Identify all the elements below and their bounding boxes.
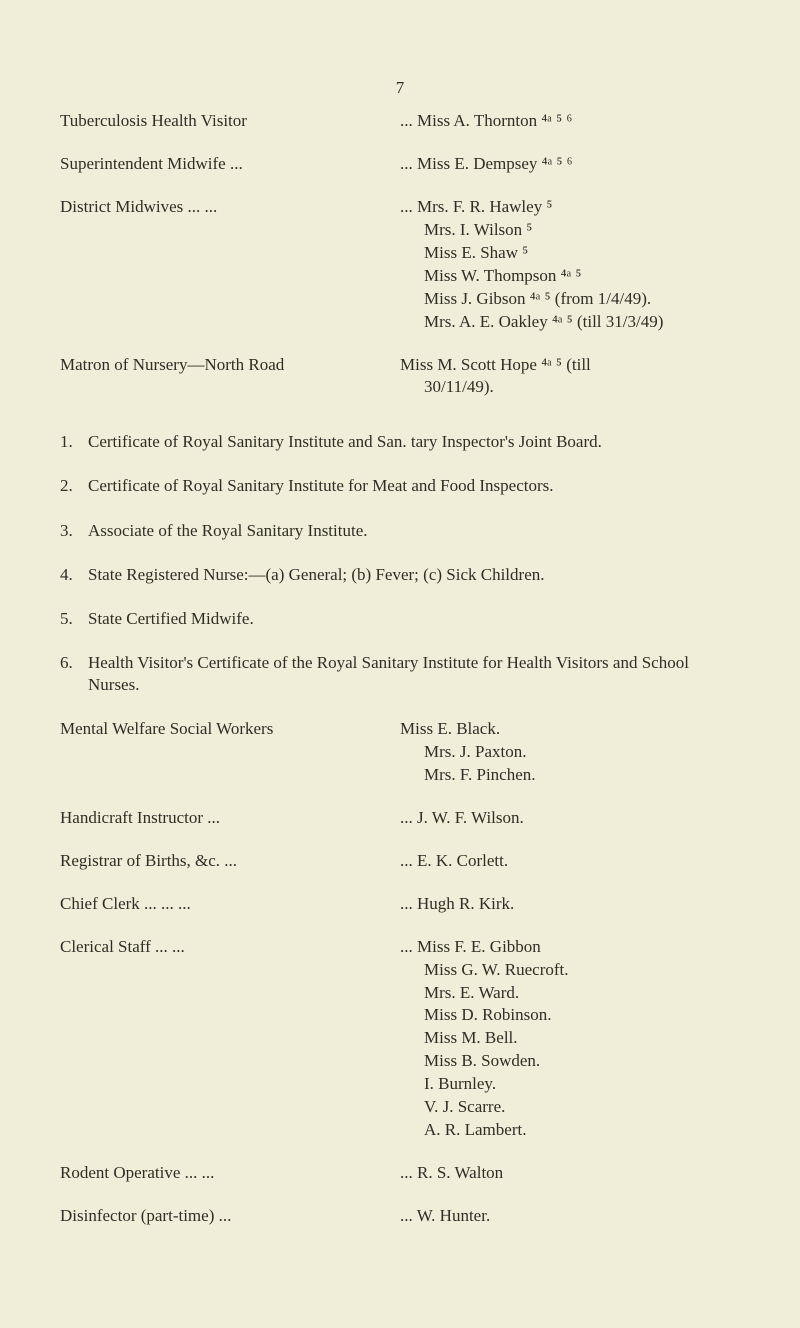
list-item-number: 6. [60,652,88,696]
value-line: Mrs. E. Ward. [424,982,740,1005]
value-line: ... Hugh R. Kirk. [400,893,740,916]
list-item-number: 4. [60,564,88,586]
list-item-text: State Certified Midwife. [88,608,740,630]
entry-row: Tuberculosis Health Visitor... Miss A. T… [60,110,740,133]
value-line: Mrs. J. Paxton. [424,741,740,764]
list-item-text: Associate of the Royal Sanitary Institut… [88,520,740,542]
value-line: Miss G. W. Ruecroft. [424,959,740,982]
entry-value: Miss E. Black.Mrs. J. Paxton.Mrs. F. Pin… [400,718,740,787]
entry-value: ... Hugh R. Kirk. [400,893,740,916]
entry-label: Superintendent Midwife ... [60,153,400,176]
entry-value: ... Miss F. E. GibbonMiss G. W. Ruecroft… [400,936,740,1142]
value-line: ... Miss E. Dempsey ⁴ᵃ ⁵ ⁶ [400,153,740,176]
value-line: Miss E. Black. [400,718,740,741]
value-line: Mrs. I. Wilson ⁵ [424,219,740,242]
value-line: ... Miss A. Thornton ⁴ᵃ ⁵ ⁶ [400,110,740,133]
value-line: Miss E. Shaw ⁵ [424,242,740,265]
entry-row: Matron of Nursery—North RoadMiss M. Scot… [60,354,740,400]
entry-row: Chief Clerk ... ... ...... Hugh R. Kirk. [60,893,740,916]
entry-row: Superintendent Midwife ...... Miss E. De… [60,153,740,176]
list-item-text: Certificate of Royal Sanitary Institute … [88,431,740,453]
list-item: 5.State Certified Midwife. [60,608,740,630]
entry-value: ... E. K. Corlett. [400,850,740,873]
list-item-number: 3. [60,520,88,542]
entry-row: Registrar of Births, &c. ...... E. K. Co… [60,850,740,873]
entry-value: ... Miss E. Dempsey ⁴ᵃ ⁵ ⁶ [400,153,740,176]
value-line: Mrs. A. E. Oakley ⁴ᵃ ⁵ (till 31/3/49) [424,311,740,334]
entry-label: Clerical Staff ... ... [60,936,400,1142]
entry-label: Chief Clerk ... ... ... [60,893,400,916]
value-line: Miss J. Gibson ⁴ᵃ ⁵ (from 1/4/49). [424,288,740,311]
value-line: ... J. W. F. Wilson. [400,807,740,830]
list-item: 2.Certificate of Royal Sanitary Institut… [60,475,740,497]
value-line: Miss D. Robinson. [424,1004,740,1027]
value-line: ... W. Hunter. [400,1205,740,1228]
list-item: 3.Associate of the Royal Sanitary Instit… [60,520,740,542]
entry-label: Tuberculosis Health Visitor [60,110,400,133]
list-item: 1.Certificate of Royal Sanitary Institut… [60,431,740,453]
entry-value: ... R. S. Walton [400,1162,740,1185]
entry-label: Mental Welfare Social Workers [60,718,400,787]
list-item-number: 5. [60,608,88,630]
value-line: Miss M. Bell. [424,1027,740,1050]
entry-row: Rodent Operative ... ...... R. S. Walton [60,1162,740,1185]
entry-row: Mental Welfare Social WorkersMiss E. Bla… [60,718,740,787]
entry-row: Disinfector (part-time) ...... W. Hunter… [60,1205,740,1228]
list-item-number: 1. [60,431,88,453]
value-line: I. Burnley. [424,1073,740,1096]
value-line: ... Mrs. F. R. Hawley ⁵ [400,196,740,219]
entry-label: Rodent Operative ... ... [60,1162,400,1185]
value-line: Miss B. Sowden. [424,1050,740,1073]
value-line: A. R. Lambert. [424,1119,740,1142]
entry-value: Miss M. Scott Hope ⁴ᵃ ⁵ (till30/11/49). [400,354,740,400]
value-line: Mrs. F. Pinchen. [424,764,740,787]
list-item-text: Health Visitor's Certificate of the Roya… [88,652,740,696]
value-line: V. J. Scarre. [424,1096,740,1119]
entry-value: ... W. Hunter. [400,1205,740,1228]
value-line: 30/11/49). [424,376,740,399]
entry-row: District Midwives ... ...... Mrs. F. R. … [60,196,740,334]
entry-label: District Midwives ... ... [60,196,400,334]
top-rows: Tuberculosis Health Visitor... Miss A. T… [60,110,740,399]
list-item: 6.Health Visitor's Certificate of the Ro… [60,652,740,696]
entry-label: Matron of Nursery—North Road [60,354,400,400]
list-item-text: Certificate of Royal Sanitary Institute … [88,475,740,497]
value-line: ... R. S. Walton [400,1162,740,1185]
entry-row: Handicraft Instructor ...... J. W. F. Wi… [60,807,740,830]
lower-rows: Mental Welfare Social WorkersMiss E. Bla… [60,718,740,1228]
list-item-text: State Registered Nurse:—(a) General; (b)… [88,564,740,586]
value-line: Miss M. Scott Hope ⁴ᵃ ⁵ (till [400,354,740,377]
entry-label: Registrar of Births, &c. ... [60,850,400,873]
list-item-number: 2. [60,475,88,497]
list-item: 4.State Registered Nurse:—(a) General; (… [60,564,740,586]
value-line: Miss W. Thompson ⁴ᵃ ⁵ [424,265,740,288]
page-body: Tuberculosis Health Visitor... Miss A. T… [60,110,740,1234]
entry-label: Disinfector (part-time) ... [60,1205,400,1228]
value-line: ... Miss F. E. Gibbon [400,936,740,959]
entry-label: Handicraft Instructor ... [60,807,400,830]
entry-value: ... J. W. F. Wilson. [400,807,740,830]
entry-value: ... Mrs. F. R. Hawley ⁵Mrs. I. Wilson ⁵M… [400,196,740,334]
entry-row: Clerical Staff ... ...... Miss F. E. Gib… [60,936,740,1142]
entry-value: ... Miss A. Thornton ⁴ᵃ ⁵ ⁶ [400,110,740,133]
numbered-list: 1.Certificate of Royal Sanitary Institut… [60,431,740,696]
page-number: 7 [0,78,800,98]
value-line: ... E. K. Corlett. [400,850,740,873]
